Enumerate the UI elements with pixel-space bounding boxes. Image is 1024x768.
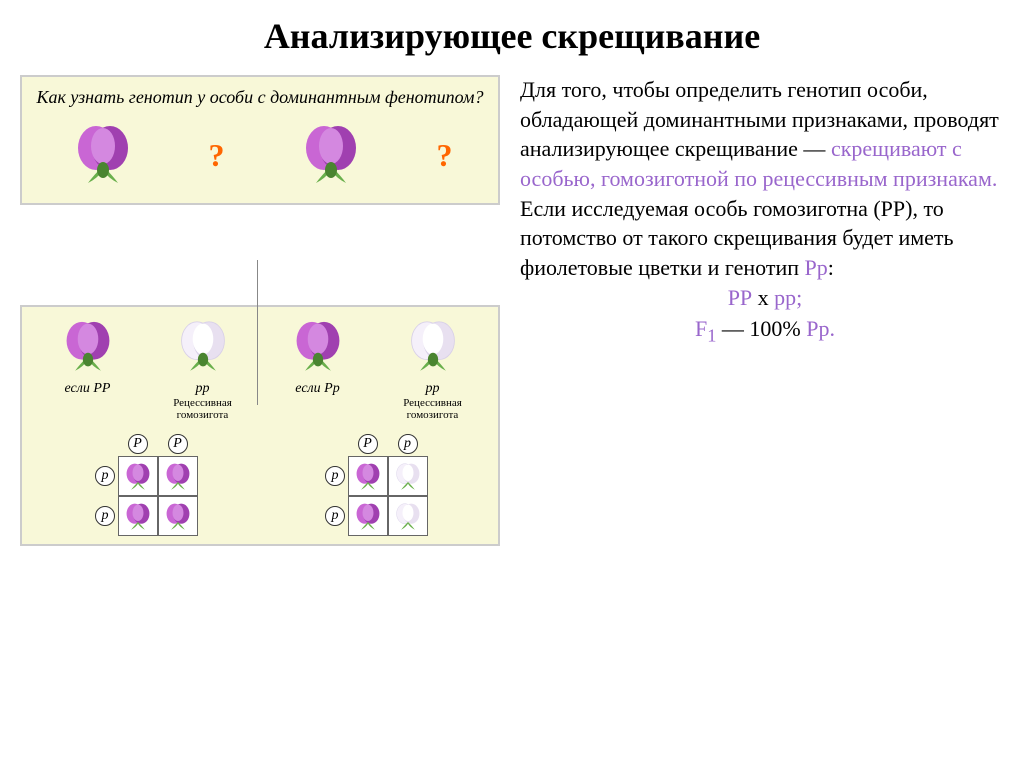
flower-cell-PP: если РР xyxy=(58,315,118,397)
formula-line-2: F1 — 100% Рр. xyxy=(520,314,1010,349)
allele-label: Р xyxy=(158,431,198,456)
homozygote-label: гомозигота xyxy=(173,409,233,421)
question-flowers-row: ? ? xyxy=(32,118,488,193)
page-title: Анализирующее скрещивание xyxy=(0,0,1024,67)
left-column: Как узнать генотип у особи с доминантным… xyxy=(20,75,500,546)
cross-box: если РР рр Рецессивная гомозигота если Р… xyxy=(20,305,500,546)
allele-label: р xyxy=(93,456,118,496)
allele-label: р xyxy=(93,496,118,536)
allele-label: р xyxy=(323,456,348,496)
genotype-label: если РР xyxy=(58,381,118,397)
allele-label: Р xyxy=(348,431,388,456)
punnett-row: Р Р р р Р р р р xyxy=(30,431,490,536)
flower-icon xyxy=(296,118,366,193)
body-paragraph-1: Для того, чтобы определить генотип особи… xyxy=(520,75,1010,194)
punnett-cell xyxy=(388,456,428,496)
punnett-cell xyxy=(348,456,388,496)
allele-label: р xyxy=(323,496,348,536)
punnett-cell xyxy=(158,456,198,496)
punnett-cell xyxy=(118,456,158,496)
genotype-label: если Рр xyxy=(288,381,348,397)
allele-label: Р xyxy=(118,431,158,456)
homozygote-label: гомозигота xyxy=(403,409,463,421)
body-paragraph-2: Если исследуемая особь гомозиготна (РР),… xyxy=(520,194,1010,283)
punnett-cell xyxy=(158,496,198,536)
divider xyxy=(257,260,258,405)
genotype-inline: Рр xyxy=(805,255,828,280)
formula-line-1: РР х рр; xyxy=(520,283,1010,314)
homozygote-label: Рецессивная xyxy=(173,397,233,409)
allele-label: р xyxy=(388,431,428,456)
formula-block: РР х рр; F1 — 100% Рр. xyxy=(520,283,1010,349)
question-mark-icon: ? xyxy=(437,137,453,174)
right-column: Для того, чтобы определить генотип особи… xyxy=(520,75,1010,349)
punnett-square-left: Р Р р р xyxy=(93,431,198,536)
punnett-square-right: Р р р р xyxy=(323,431,428,536)
flower-cell-Pp: если Рр xyxy=(288,315,348,397)
punnett-cell xyxy=(348,496,388,536)
flower-cell-pp: рр Рецессивная гомозигота xyxy=(173,315,233,421)
question-text: Как узнать генотип у особи с доминантным… xyxy=(32,87,488,108)
genotype-label: рр xyxy=(173,381,233,397)
question-box: Как узнать генотип у особи с доминантным… xyxy=(20,75,500,205)
flower-icon xyxy=(68,118,138,193)
question-mark-icon: ? xyxy=(209,137,225,174)
genotype-label: рр xyxy=(403,381,463,397)
homozygote-label: Рецессивная xyxy=(403,397,463,409)
parent-flowers-row: если РР рр Рецессивная гомозигота если Р… xyxy=(30,315,490,421)
punnett-cell xyxy=(388,496,428,536)
punnett-cell xyxy=(118,496,158,536)
flower-cell-pp: рр Рецессивная гомозигота xyxy=(403,315,463,421)
